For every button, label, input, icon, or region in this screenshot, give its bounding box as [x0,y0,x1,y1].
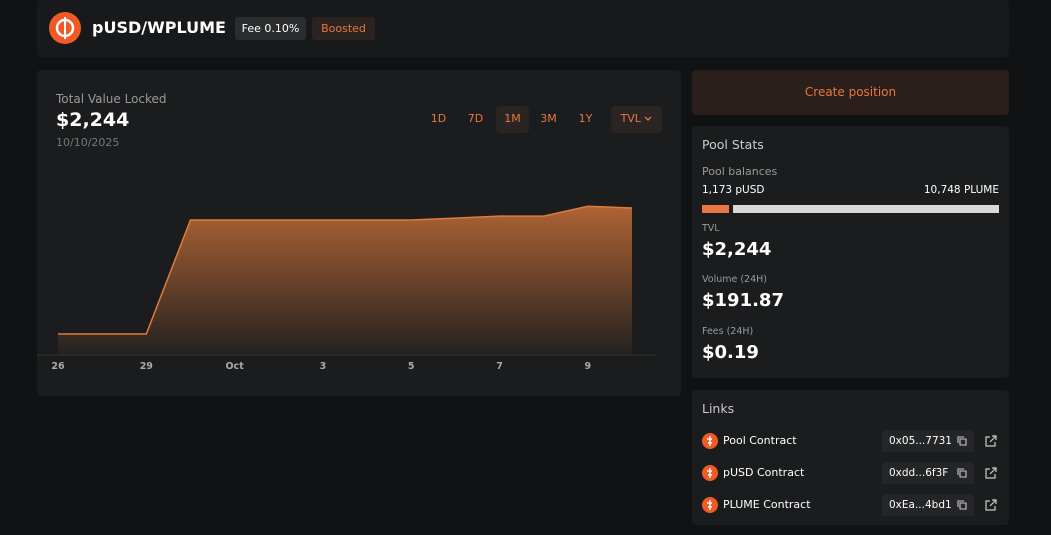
x-tick-label: 9 [585,361,592,372]
copy-icon-shape [957,468,967,478]
chart: 26 29 Oct 3 5 7 9 [37,205,657,372]
fees-value: $0.19 [702,342,759,363]
x-tick-label: 26 [51,361,65,372]
external-link-shape [985,435,997,447]
copy-icon[interactable] [957,436,967,446]
external-link-icon[interactable] [985,435,997,447]
balance-bar-b [733,205,999,213]
link-row: PLUME Contract 0xEa...4bd1 [692,493,1009,517]
chevron-icon [644,116,652,121]
area [58,206,632,355]
contract-address[interactable]: 0xdd...6f3F [882,462,974,484]
copy-icon[interactable] [957,500,967,510]
timeframe-button[interactable]: 1Y [578,112,593,125]
boosted-badge: Boosted [312,17,375,40]
external-link-icon[interactable] [985,467,997,479]
copy-icon[interactable] [957,468,967,478]
copy-icon-shape [957,500,967,510]
links-title: Links [702,401,735,416]
timeframe-button[interactable]: 1M [496,106,529,133]
link-name: Pool Contract [723,434,797,447]
balances-label: Pool balances [702,165,778,178]
token-icon-glyph [707,436,712,446]
contract-address[interactable]: 0xEa...4bd1 [882,494,974,516]
chart-card: Total Value Locked $2,244 10/10/2025 1D 7… [37,70,681,396]
pool-logo [49,12,81,44]
fees-label: Fees (24H) [702,326,754,337]
timeframe-button[interactable]: 3M [540,112,557,125]
link-row: pUSD Contract 0xdd...6f3F [692,461,1009,485]
volume-value: $191.87 [702,290,784,311]
timeframe-button[interactable]: 1D [430,112,447,125]
token-icon-glyph [707,500,712,510]
token-icon [702,433,718,449]
volume-label: Volume (24H) [702,274,767,285]
contract-address[interactable]: 0x05...7731 [882,430,974,452]
balance-a: 1,173 pUSD [702,184,765,196]
line [58,205,633,335]
fee-badge: Fee 0.10% [235,17,306,40]
external-link-icon[interactable] [985,499,997,511]
x-tick-label: Oct [225,361,244,372]
pool-title: pUSD/WPLUME [92,18,226,37]
current-value: $2,244 [56,109,130,131]
create-position-button[interactable]: Create position [692,70,1009,115]
chart-title: Total Value Locked [56,92,167,106]
link-name: pUSD Contract [723,466,805,479]
current-date: 10/10/2025 [56,136,120,149]
external-link-shape [985,467,997,479]
x-tick-label: 29 [140,361,153,372]
header-card: pUSD/WPLUME Fee 0.10% Boosted [37,0,1009,57]
tvl-value: $2,244 [702,239,772,260]
x-tick-label: 5 [408,361,415,372]
token-icon-glyph [707,468,712,478]
x-tick-label: 7 [496,361,503,372]
balance-bar-a [702,205,729,213]
x-tick-label: 3 [320,361,327,372]
metric-dropdown[interactable]: TVL [611,106,662,133]
timeframe-button[interactable]: 7D [467,112,484,125]
link-row: Pool Contract 0x05...7731 [692,429,1009,453]
stats-title: Pool Stats [702,137,764,152]
copy-icon-shape [957,436,967,446]
external-link-shape [985,499,997,511]
tvl-label: TVL [702,223,720,234]
token-icon [702,465,718,481]
link-name: PLUME Contract [723,498,811,511]
metric-label: TVL [620,112,641,125]
stats-card: Pool Stats Pool balances 1,173 pUSD 10,7… [692,126,1009,378]
balance-b: 10,748 PLUME [923,184,999,196]
links-card: Links Pool Contract 0x05...7731 pUSD Contr… [692,390,1009,525]
token-icon [702,497,718,513]
